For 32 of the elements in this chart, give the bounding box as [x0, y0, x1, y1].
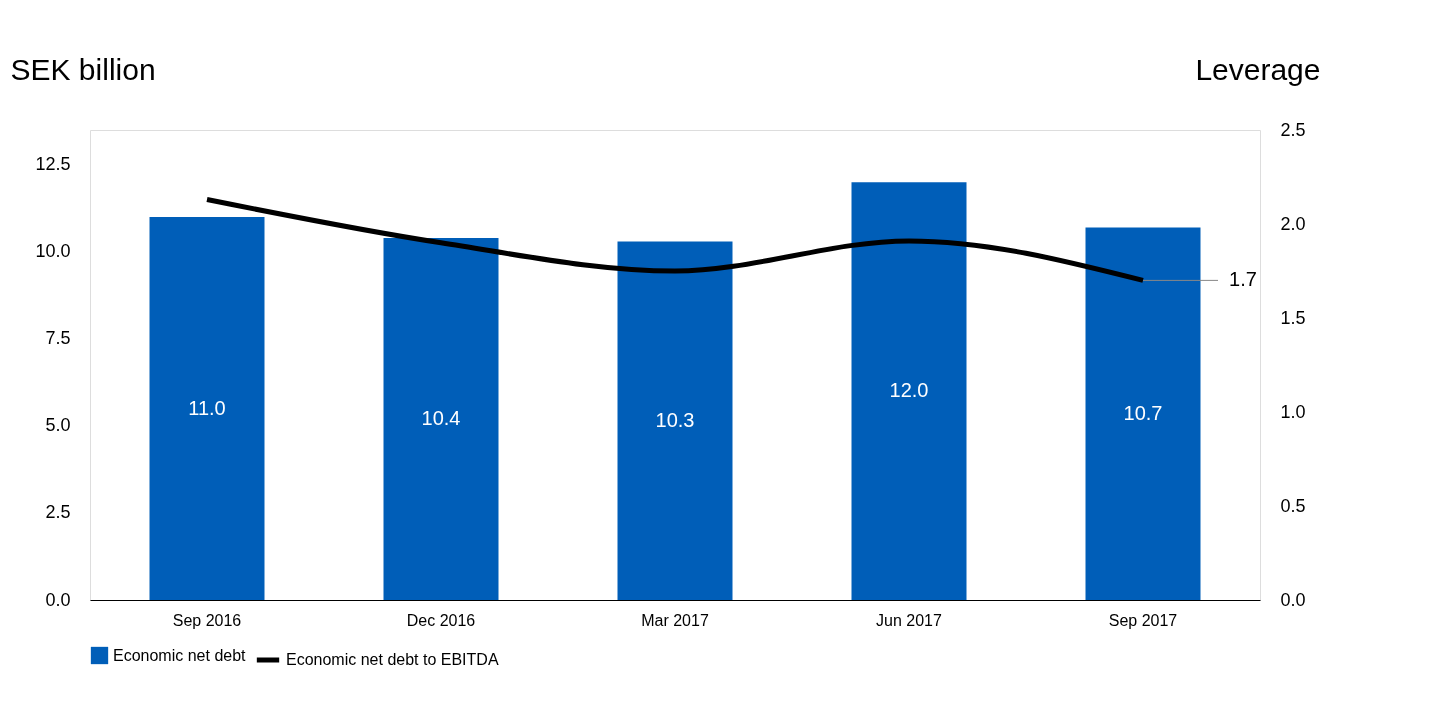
x-tick-label: Sep 2016	[172, 611, 242, 629]
x-tick-label: Mar 2017	[641, 611, 709, 629]
bar	[1085, 227, 1201, 600]
data-label: 10.7	[1123, 401, 1163, 424]
x-tick-label: Sep 2017	[1108, 611, 1178, 629]
y2-axis-title: Leverage	[1195, 52, 1321, 86]
bar	[851, 182, 967, 600]
y-tick-label: 2.5	[45, 502, 71, 523]
x-tick-label: Dec 2016	[406, 611, 476, 629]
data-label: 10.3	[655, 408, 695, 431]
data-label: 10.4	[421, 406, 461, 429]
data-label: 11.0	[188, 396, 226, 419]
y2-tick-label: 0.0	[1280, 589, 1306, 610]
y2-tick-label: 2.0	[1280, 213, 1306, 234]
y-tick-label: 12.5	[35, 154, 71, 175]
x-tick-label: Jun 2017	[876, 611, 943, 629]
bar	[383, 237, 499, 600]
y-tick-label: 0.0	[45, 589, 71, 610]
bar	[149, 217, 265, 600]
legend-label: Economic net debt	[113, 646, 247, 664]
bar	[617, 241, 733, 600]
legend-label: Economic net debt to EBITDA	[286, 651, 499, 668]
y2-tick-label: 1.0	[1280, 401, 1306, 422]
data-label: 1.7	[1229, 268, 1257, 291]
y-tick-label: 7.5	[45, 328, 71, 349]
y2-tick-label: 0.5	[1280, 495, 1306, 516]
y2-tick-label: 1.5	[1280, 307, 1306, 328]
y-axis-title: SEK billion	[10, 52, 156, 86]
y-tick-label: 10.0	[35, 241, 71, 262]
y2-tick-label: 2.5	[1280, 119, 1306, 140]
data-label: 12.0	[889, 379, 929, 402]
y-tick-label: 5.0	[45, 415, 71, 436]
